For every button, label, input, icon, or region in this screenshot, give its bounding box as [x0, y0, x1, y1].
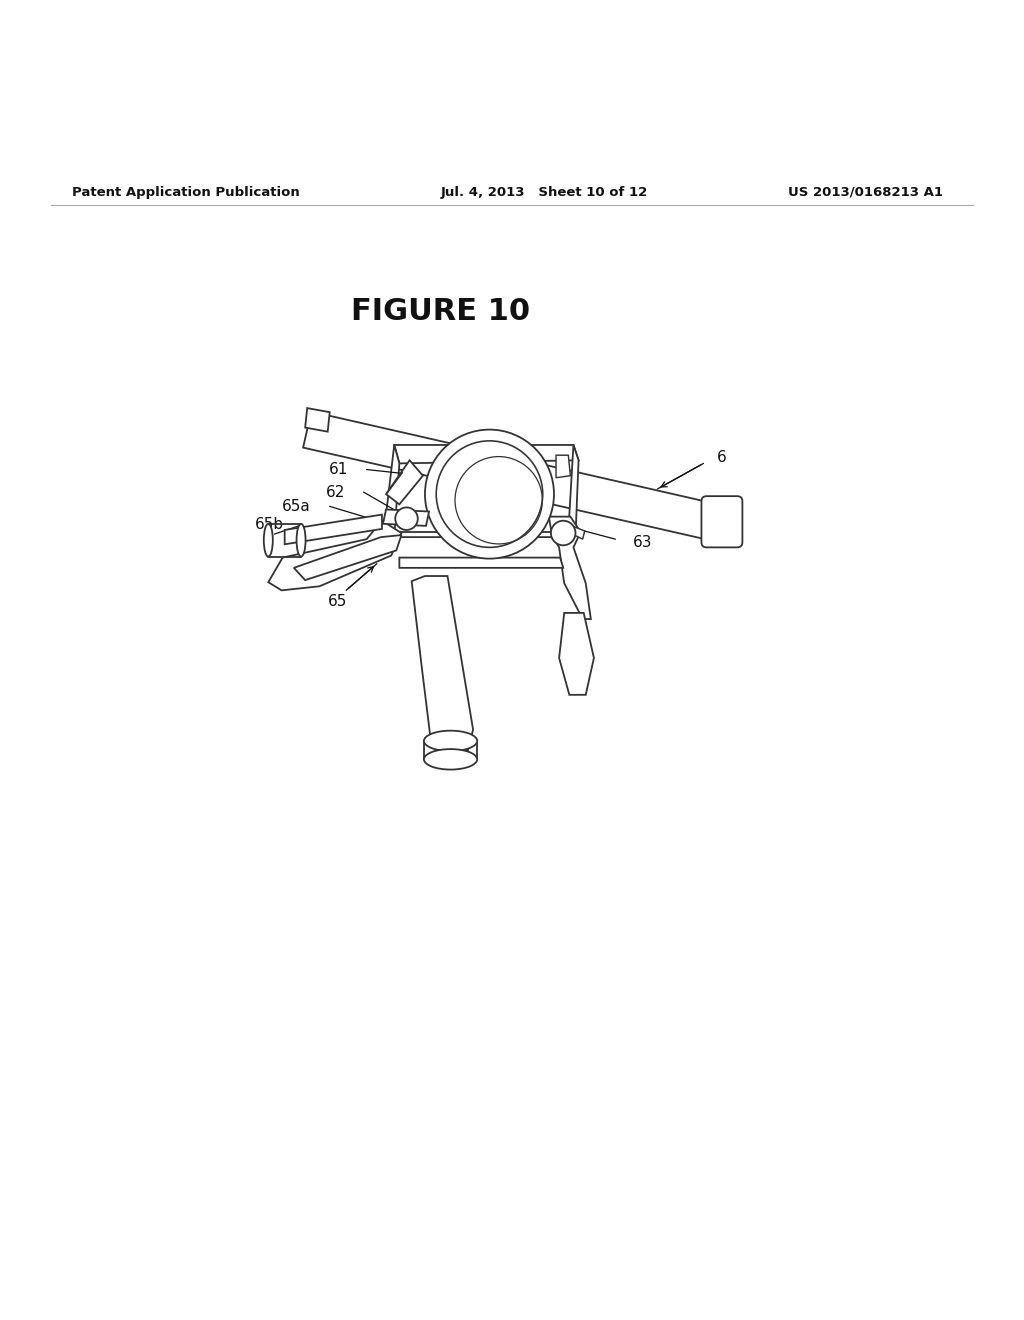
Circle shape — [551, 520, 575, 545]
Text: 62: 62 — [326, 484, 345, 499]
Polygon shape — [383, 510, 429, 525]
Ellipse shape — [424, 748, 477, 770]
Polygon shape — [556, 455, 570, 478]
Polygon shape — [412, 576, 473, 752]
Ellipse shape — [297, 524, 305, 557]
Text: 63: 63 — [633, 535, 652, 549]
Polygon shape — [386, 461, 423, 504]
Polygon shape — [268, 520, 401, 590]
Polygon shape — [285, 515, 382, 544]
FancyBboxPatch shape — [701, 496, 742, 548]
Text: 6: 6 — [717, 450, 727, 465]
Text: US 2013/0168213 A1: US 2013/0168213 A1 — [788, 186, 943, 198]
Text: 61: 61 — [329, 462, 348, 477]
Polygon shape — [305, 408, 330, 432]
Polygon shape — [294, 535, 401, 579]
Ellipse shape — [424, 731, 477, 751]
Polygon shape — [559, 612, 594, 694]
Text: Patent Application Publication: Patent Application Publication — [72, 186, 299, 198]
Text: 65: 65 — [329, 594, 347, 609]
Polygon shape — [569, 525, 585, 539]
Polygon shape — [394, 445, 579, 463]
Text: 65a: 65a — [282, 499, 310, 513]
Circle shape — [395, 507, 418, 529]
Text: FIGURE 10: FIGURE 10 — [351, 297, 529, 326]
Circle shape — [425, 429, 554, 558]
Text: 65b: 65b — [255, 517, 284, 532]
Polygon shape — [384, 445, 399, 537]
Polygon shape — [399, 557, 563, 568]
Polygon shape — [303, 412, 716, 540]
Polygon shape — [384, 532, 575, 537]
Text: Jul. 4, 2013   Sheet 10 of 12: Jul. 4, 2013 Sheet 10 of 12 — [440, 186, 647, 198]
Ellipse shape — [264, 524, 272, 557]
Polygon shape — [549, 516, 591, 619]
Polygon shape — [568, 445, 579, 537]
